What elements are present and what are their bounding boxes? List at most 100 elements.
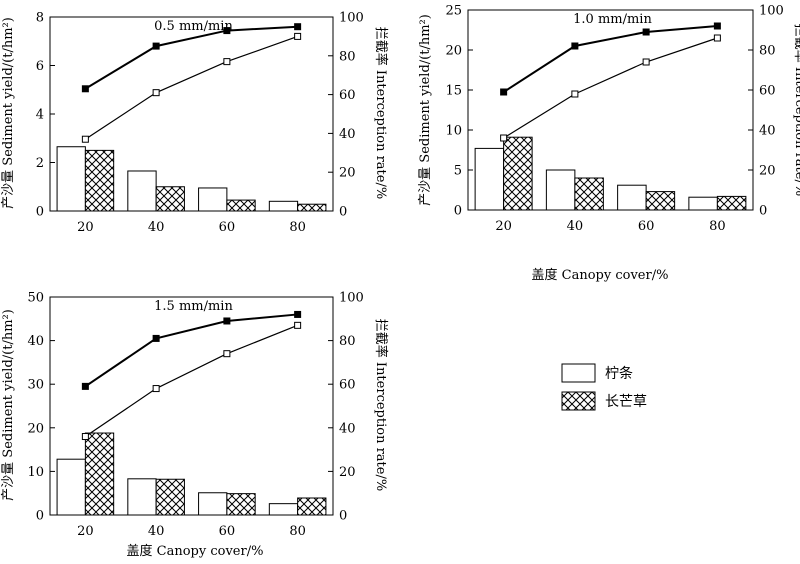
bar-changmangcao	[297, 497, 327, 516]
y-right-axis-label-top: 拦截率 Interception rate/%	[373, 27, 389, 199]
chart-title: 0.5 mm/min	[154, 19, 233, 34]
bar-changmangcao	[503, 136, 533, 211]
bar-ningtiao	[474, 147, 505, 211]
legend: 柠条 长芒草	[561, 363, 647, 411]
y-left-axis-label-bottom: 产沙量 Sediment yield/(t/hm²)	[1, 309, 16, 501]
x-tick-label: 80	[289, 524, 306, 539]
legend-swatch-crosshatch	[561, 391, 596, 411]
line-series-ningtiao	[85, 324, 298, 438]
y-left-tick-label: 0	[36, 509, 44, 524]
bar-changmangcao	[226, 493, 256, 516]
x-tick-label: 80	[709, 219, 726, 234]
marker-open-square	[152, 89, 160, 97]
y-right-tick-label: 40	[339, 127, 356, 142]
bar-changmangcao	[574, 177, 604, 211]
x-tick-label: 60	[219, 524, 236, 539]
bar-changmangcao	[155, 186, 185, 212]
marker-open-square	[571, 90, 579, 98]
bar-ningtiao	[268, 503, 299, 516]
line-series-changmangcao	[84, 313, 298, 388]
marker-open-square	[642, 58, 650, 66]
chart-panel-2: 1.0 mm/min 0 5 10 15 20 25 0 20 40 60 80 100 20 40 60 80	[445, 4, 783, 235]
line-series-changmangcao	[84, 25, 298, 90]
y-left-axis-label-top-right: 产沙量 Sediment yield/(t/hm²)	[418, 14, 433, 206]
y-right-tick-label: 100	[339, 11, 364, 26]
y-left-tick-label: 25	[445, 4, 462, 19]
bar-changmangcao	[84, 432, 115, 516]
bar-changmangcao	[297, 203, 327, 212]
y-left-tick-label: 10	[445, 124, 462, 139]
y-left-tick-label: 4	[36, 108, 44, 123]
marker-open-square	[294, 321, 302, 329]
y-right-tick-label: 0	[759, 204, 767, 219]
bar-ningtiao	[268, 200, 299, 212]
y-right-axis-label-bottom: 拦截率 Interception rate/%	[373, 319, 389, 491]
x-tick-label: 40	[148, 220, 165, 235]
marker-filled-square	[713, 22, 721, 30]
bar-changmangcao	[155, 478, 185, 516]
y-left-tick-label: 40	[27, 334, 44, 349]
y-right-tick-label: 20	[339, 166, 356, 181]
marker-open-square	[152, 385, 160, 393]
y-right-tick-label: 100	[759, 4, 784, 19]
y-right-tick-label: 40	[759, 124, 776, 139]
y-left-tick-label: 5	[454, 164, 462, 179]
x-tick-label: 60	[219, 220, 236, 235]
bar-ningtiao	[688, 196, 718, 211]
bar-ningtiao	[56, 146, 86, 212]
marker-filled-square	[223, 317, 231, 325]
x-tick-label: 20	[495, 219, 512, 234]
marker-open-square	[713, 34, 721, 42]
y-right-tick-label: 0	[339, 509, 347, 524]
marker-filled-square	[294, 310, 302, 318]
legend-label-2: 长芒草	[605, 394, 647, 410]
chart-title: 1.0 mm/min	[573, 12, 652, 27]
x-tick-label: 80	[289, 220, 306, 235]
y-right-tick-label: 20	[759, 164, 776, 179]
bar-changmangcao	[226, 199, 256, 212]
marker-open-square	[81, 433, 89, 441]
y-right-tick-label: 60	[339, 378, 356, 393]
chart-title: 1.5 mm/min	[154, 299, 233, 314]
y-right-tick-label: 80	[339, 49, 356, 64]
y-left-tick-label: 10	[27, 465, 44, 480]
y-right-tick-label: 100	[339, 291, 364, 306]
marker-open-square	[294, 32, 302, 40]
bar-changmangcao	[84, 149, 115, 212]
line-series-ningtiao	[503, 37, 718, 139]
marker-filled-square	[152, 42, 160, 50]
line-series-ningtiao	[85, 35, 298, 140]
bar-ningtiao	[127, 478, 157, 516]
y-left-tick-label: 6	[36, 59, 44, 74]
x-axis-label-top-right: 盖度 Canopy cover/%	[532, 267, 669, 283]
plot-frame	[467, 9, 754, 211]
y-right-tick-label: 60	[339, 88, 356, 103]
y-left-axis-label-top: 产沙量 Sediment yield/(t/hm²)	[1, 17, 16, 209]
marker-filled-square	[500, 88, 508, 96]
marker-open-square	[223, 58, 231, 66]
y-right-tick-label: 0	[339, 205, 347, 220]
marker-filled-square	[294, 23, 302, 31]
y-left-tick-label: 0	[36, 205, 44, 220]
y-right-tick-label: 60	[759, 84, 776, 99]
line-series-changmangcao	[503, 25, 718, 93]
bar-changmangcao	[645, 191, 676, 211]
bar-ningtiao	[545, 169, 576, 211]
bar-ningtiao	[127, 170, 157, 212]
y-left-tick-label: 15	[445, 84, 462, 99]
x-tick-label: 20	[77, 220, 94, 235]
y-left-tick-label: 8	[36, 11, 44, 26]
x-tick-label: 20	[77, 524, 94, 539]
marker-filled-square	[642, 28, 650, 36]
marker-filled-square	[152, 334, 160, 342]
y-right-tick-label: 80	[759, 44, 776, 59]
marker-open-square	[81, 135, 89, 143]
marker-filled-square	[81, 85, 89, 93]
x-tick-label: 40	[148, 524, 165, 539]
x-tick-label: 40	[567, 219, 584, 234]
y-left-tick-label: 0	[454, 204, 462, 219]
plot-frame	[49, 296, 334, 516]
x-axis-label-bottom: 盖度 Canopy cover/%	[127, 543, 264, 559]
